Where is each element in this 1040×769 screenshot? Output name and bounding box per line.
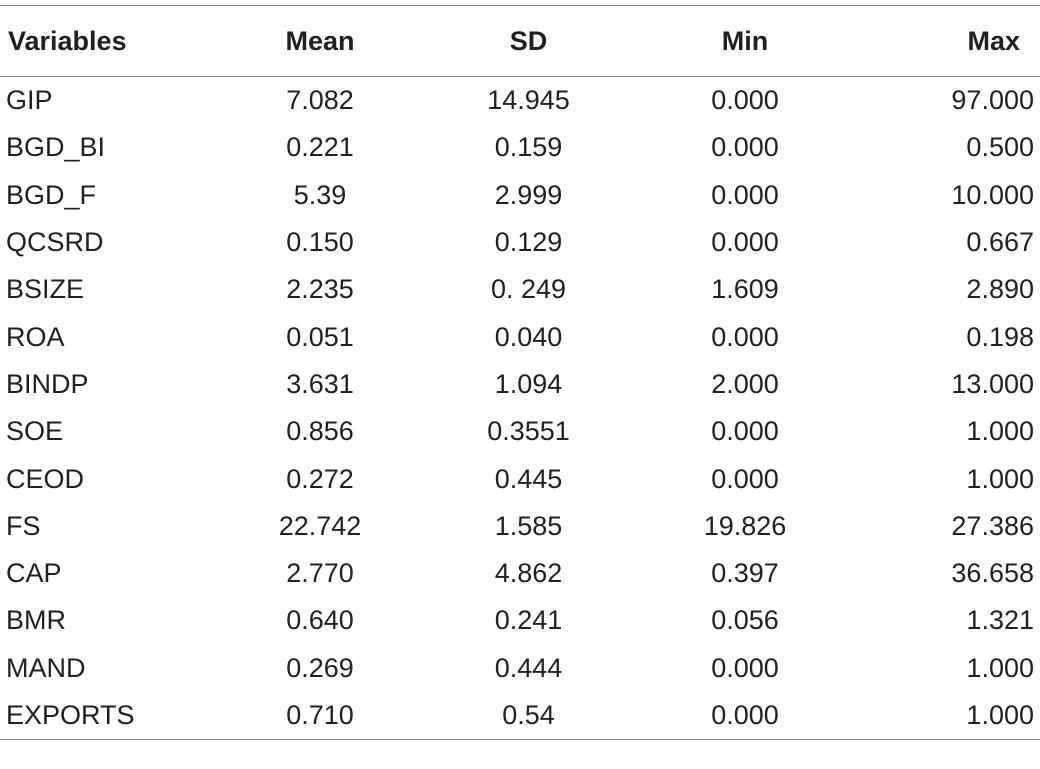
table-row: SOE 0.856 0.3551 0.000 1.000 [0,408,1040,455]
cell-min: 0.000 [711,132,779,163]
cell-min: 0.000 [711,179,779,210]
cell-max: 1.000 [966,416,1034,447]
cell-max: 0.667 [966,227,1034,258]
cell-max: 10.000 [951,179,1034,210]
table-row: BGD_BI 0.221 0.159 0.000 0.500 [0,124,1040,171]
cell-max: 1.000 [966,652,1034,683]
cell-sd: 0.241 [494,605,563,636]
cell-min: 0.000 [711,321,779,352]
cell-min: 19.826 [703,510,787,541]
cell-min: 0.397 [711,558,779,589]
cell-min: 0.000 [711,416,779,447]
header-mean: Mean [285,25,355,56]
cell-max: 13.000 [951,368,1034,399]
cell-sd: 14.945 [487,85,570,116]
header-sd: SD [509,25,548,56]
cell-max: 2.890 [966,274,1034,305]
cell-mean: 5.39 [293,179,347,210]
cell-mean: 2.770 [286,558,354,589]
header-variables: Variables [8,25,127,56]
cell-variable: MAND [6,652,86,683]
cell-mean: 3.631 [286,368,354,399]
cell-variable: BINDP [6,368,89,399]
cell-mean: 22.742 [278,510,362,541]
cell-sd: 0.040 [494,321,563,352]
cell-sd: 0.3551 [487,416,570,447]
cell-max: 36.658 [951,558,1034,589]
cell-mean: 0.710 [286,700,354,730]
cell-variable: BSIZE [6,274,85,305]
cell-max: 0.500 [966,132,1034,163]
cell-mean: 7.082 [286,85,354,116]
cell-min: 0.000 [711,700,779,730]
cell-variable: BGD_BI [6,132,106,163]
cell-min: 0.000 [711,85,779,116]
cell-mean: 0.269 [286,652,354,683]
cell-sd: 1.094 [494,368,563,399]
cell-sd: 1.585 [494,510,563,541]
cell-variable: EXPORTS [6,700,135,730]
cell-variable: QCSRD [6,227,104,258]
cell-mean: 0.051 [286,321,354,352]
table-row: FS 22.742 1.585 19.826 27.386 [0,503,1040,550]
cell-max: 1.321 [966,605,1034,636]
cell-max: 1.000 [966,700,1034,730]
cell-sd: 0.54 [502,700,555,730]
table-header: Variables Mean SD Min Max [0,5,1040,77]
table-row: BMR 0.640 0.241 0.056 1.321 [0,597,1040,644]
cell-mean: 2.235 [286,274,354,305]
cell-sd: 4.862 [494,558,563,589]
table-row: BSIZE 2.235 0. 249 1.609 2.890 [0,266,1040,313]
cell-variable: BGD_F [6,179,97,210]
cell-variable: ROA [6,321,65,352]
cell-max: 27.386 [951,510,1034,541]
table-row: BGD_F 5.39 2.999 0.000 10.000 [0,172,1040,219]
cell-variable: CEOD [6,463,85,494]
cell-min: 1.609 [711,274,779,305]
table-body: GIP 7.082 14.945 0.000 97.000 BGD_BI 0.221 0.15… [0,77,1040,740]
header-max: Max [967,25,1020,56]
cell-min: 0.000 [711,227,779,258]
cell-min: 0.000 [711,463,779,494]
cell-min: 0.000 [711,652,779,683]
header-min: Min [721,25,769,56]
table-row: ROA 0.051 0.040 0.000 0.198 [0,313,1040,360]
table-row: EXPORTS 0.710 0.54 0.000 1.000 [0,692,1040,740]
cell-max: 0.198 [966,321,1034,352]
table-row: QCSRD 0.150 0.129 0.000 0.667 [0,219,1040,266]
cell-mean: 0.221 [286,132,354,163]
cell-mean: 0.150 [286,227,354,258]
cell-mean: 0.272 [286,463,354,494]
cell-variable: SOE [6,416,64,447]
cell-max: 97.000 [951,85,1034,116]
cell-sd: 0.129 [494,227,563,258]
table-row: CEOD 0.272 0.445 0.000 1.000 [0,455,1040,502]
cell-variable: CAP [6,558,62,589]
header-row: Variables Mean SD Min Max [0,5,1040,77]
cell-min: 2.000 [711,368,779,399]
cell-sd: 2.999 [494,179,563,210]
table-row: GIP 7.082 14.945 0.000 97.000 [0,77,1040,125]
cell-variable: GIP [6,85,53,116]
cell-mean: 0.856 [286,416,354,447]
table-row: CAP 2.770 4.862 0.397 36.658 [0,550,1040,597]
cell-sd: 0.159 [494,132,563,163]
cell-variable: FS [6,510,41,541]
table-row: MAND 0.269 0.444 0.000 1.000 [0,645,1040,692]
cell-mean: 0.640 [286,605,354,636]
cell-sd: 0. 249 [490,274,567,305]
table-row: BINDP 3.631 1.094 2.000 13.000 [0,361,1040,408]
cell-sd: 0.444 [494,652,563,683]
cell-max: 1.000 [966,463,1034,494]
cell-sd: 0.445 [494,463,563,494]
descriptive-statistics-table: Variables Mean SD Min Max GIP 7.082 14.945… [0,5,1040,740]
cell-variable: BMR [6,605,66,636]
cell-min: 0.056 [711,605,779,636]
